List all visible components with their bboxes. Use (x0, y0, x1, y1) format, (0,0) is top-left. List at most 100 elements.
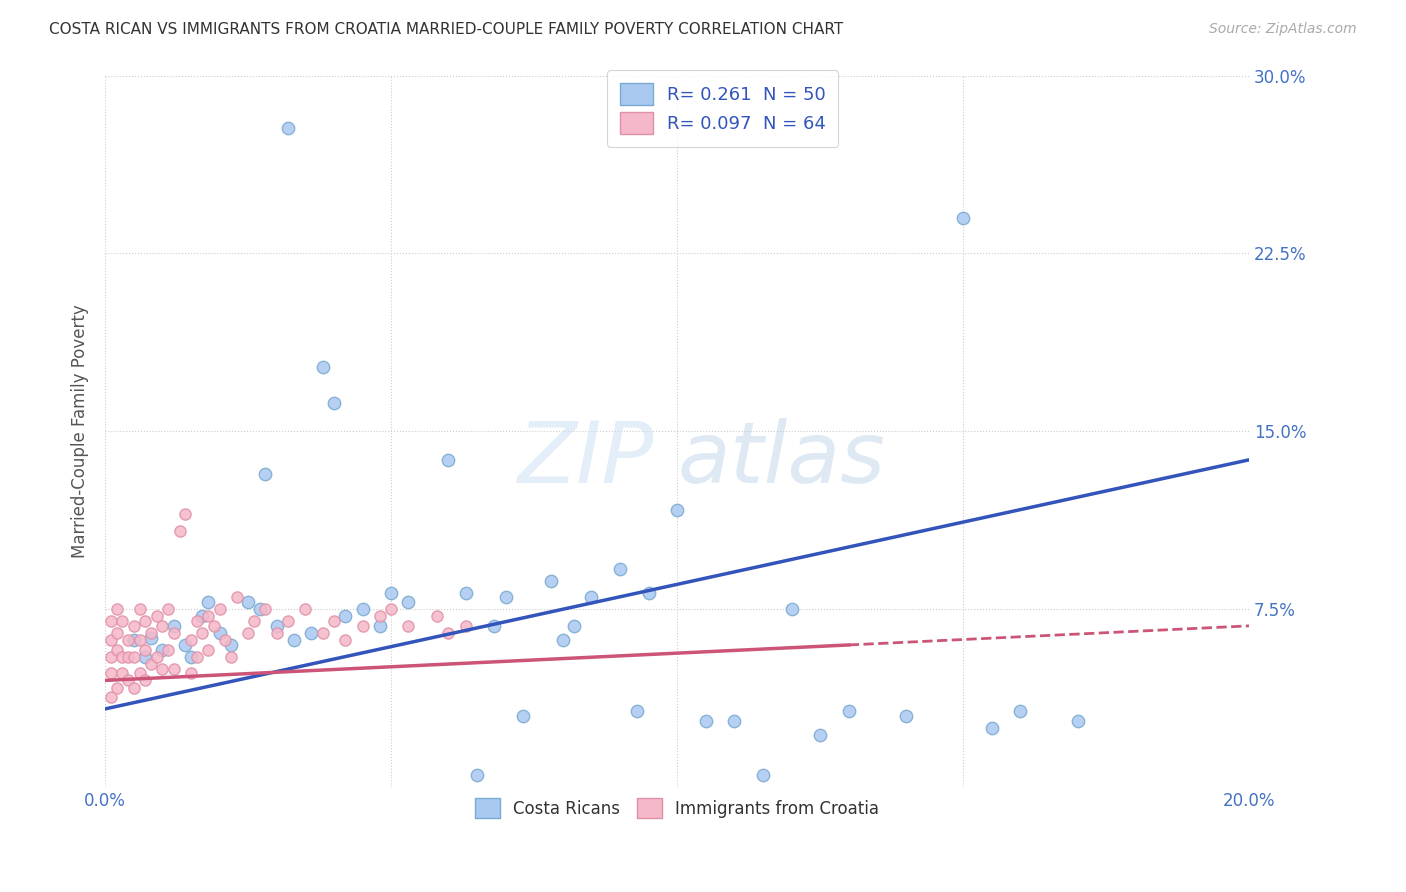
Point (952, 211, 974, 225)
Point (157, 602, 180, 616)
Point (311, 360, 333, 375)
Point (838, 704, 860, 718)
Point (100, 649, 122, 664)
Point (323, 614, 346, 628)
Point (352, 602, 374, 616)
Point (163, 662, 186, 676)
Point (208, 626, 231, 640)
Point (111, 649, 134, 664)
Point (294, 602, 316, 616)
Point (482, 619, 505, 633)
Point (335, 609, 357, 624)
Point (540, 574, 562, 588)
Point (128, 633, 150, 648)
Point (100, 633, 122, 648)
Point (139, 657, 162, 671)
Point (208, 602, 231, 616)
Point (105, 642, 128, 657)
Point (311, 626, 333, 640)
Point (254, 602, 277, 616)
Point (225, 591, 247, 605)
Point (426, 609, 449, 624)
Point (437, 452, 460, 467)
Point (128, 602, 150, 616)
Point (323, 396, 346, 410)
Point (980, 721, 1002, 735)
Point (368, 619, 391, 633)
Point (752, 768, 775, 782)
Point (100, 690, 122, 704)
Point (437, 626, 460, 640)
Point (186, 614, 208, 628)
Point (277, 614, 299, 628)
Point (117, 649, 139, 664)
Point (163, 619, 186, 633)
Point (174, 508, 197, 522)
Point (299, 626, 322, 640)
Point (219, 649, 242, 664)
Point (894, 709, 917, 723)
Point (637, 585, 659, 599)
Point (465, 768, 488, 782)
Point (180, 633, 202, 648)
Point (163, 626, 186, 640)
Point (122, 649, 145, 664)
Text: Source: ZipAtlas.com: Source: ZipAtlas.com (1209, 22, 1357, 37)
Point (266, 619, 288, 633)
Point (105, 602, 128, 616)
Point (169, 524, 191, 538)
Point (100, 666, 122, 681)
Point (695, 714, 717, 728)
Point (243, 614, 266, 628)
Point (152, 642, 174, 657)
Text: COSTA RICAN VS IMMIGRANTS FROM CROATIA MARRIED-COUPLE FAMILY POVERTY CORRELATION: COSTA RICAN VS IMMIGRANTS FROM CROATIA M… (49, 22, 844, 37)
Point (335, 633, 357, 648)
Point (266, 626, 288, 640)
Legend: Costa Ricans, Immigrants from Croatia: Costa Ricans, Immigrants from Croatia (468, 791, 886, 825)
Point (145, 609, 167, 624)
Point (180, 666, 202, 681)
Point (186, 649, 208, 664)
Point (780, 602, 803, 616)
Point (396, 595, 419, 609)
Point (202, 619, 225, 633)
Point (581, 591, 603, 605)
Point (368, 609, 391, 624)
Point (105, 681, 128, 695)
Point (396, 619, 419, 633)
Point (454, 619, 477, 633)
Point (180, 649, 202, 664)
Point (197, 642, 219, 657)
Point (352, 619, 374, 633)
Point (254, 467, 277, 481)
Point (134, 642, 156, 657)
Point (117, 633, 139, 648)
Point (238, 595, 260, 609)
Point (1010, 704, 1032, 718)
Point (808, 728, 831, 742)
Point (122, 681, 145, 695)
Point (191, 609, 214, 624)
Point (626, 704, 648, 718)
Point (111, 666, 134, 681)
Point (214, 633, 236, 648)
Point (174, 638, 197, 652)
Point (111, 614, 134, 628)
Point (100, 614, 122, 628)
Point (122, 619, 145, 633)
Point (512, 709, 534, 723)
Point (117, 673, 139, 688)
Point (105, 626, 128, 640)
Point (380, 602, 402, 616)
Text: atlas: atlas (678, 418, 886, 501)
Point (1066, 714, 1088, 728)
Point (283, 633, 305, 648)
Point (134, 649, 156, 664)
Y-axis label: Married-Couple Family Poverty: Married-Couple Family Poverty (72, 304, 89, 558)
Point (157, 642, 180, 657)
Point (238, 626, 260, 640)
Point (152, 619, 174, 633)
Point (152, 662, 174, 676)
Point (134, 614, 156, 628)
Point (277, 120, 299, 135)
